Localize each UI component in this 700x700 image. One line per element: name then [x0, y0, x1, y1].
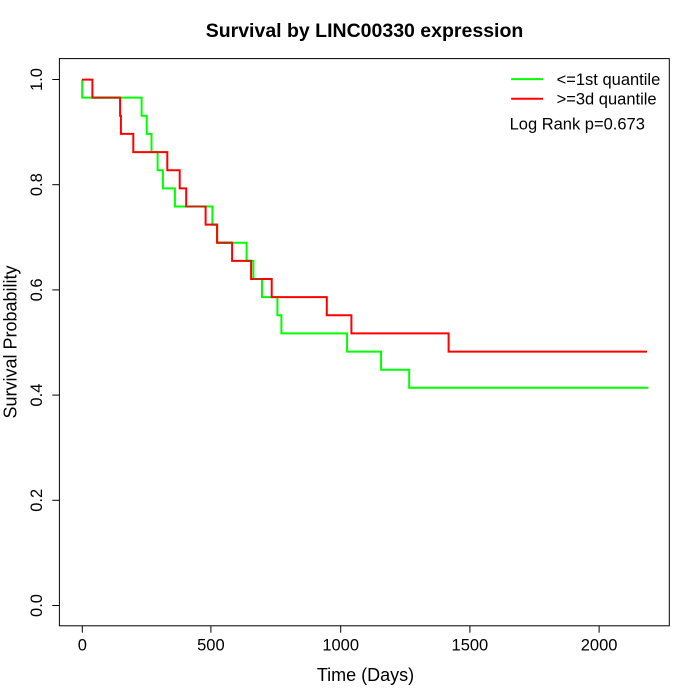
svg-text:1000: 1000 — [322, 637, 359, 655]
svg-text:0.6: 0.6 — [28, 278, 46, 301]
svg-text:2000: 2000 — [581, 637, 618, 655]
svg-text:Survival by LINC00330 expressi: Survival by LINC00330 expression — [206, 20, 524, 42]
svg-text:<=1st quantile: <=1st quantile — [557, 71, 661, 89]
svg-text:0.4: 0.4 — [28, 384, 46, 407]
svg-text:0.0: 0.0 — [28, 594, 46, 617]
svg-text:Survival Probability: Survival Probability — [1, 265, 21, 418]
svg-text:1500: 1500 — [452, 637, 489, 655]
svg-text:Log Rank p=0.673: Log Rank p=0.673 — [510, 116, 645, 134]
svg-text:Time (Days): Time (Days) — [317, 665, 414, 685]
svg-text:0.8: 0.8 — [28, 173, 46, 196]
svg-text:1.0: 1.0 — [28, 68, 46, 91]
svg-text:500: 500 — [197, 637, 225, 655]
svg-text:0.2: 0.2 — [28, 489, 46, 512]
svg-text:0: 0 — [78, 637, 87, 655]
svg-text:>=3d quantile: >=3d quantile — [557, 91, 657, 109]
